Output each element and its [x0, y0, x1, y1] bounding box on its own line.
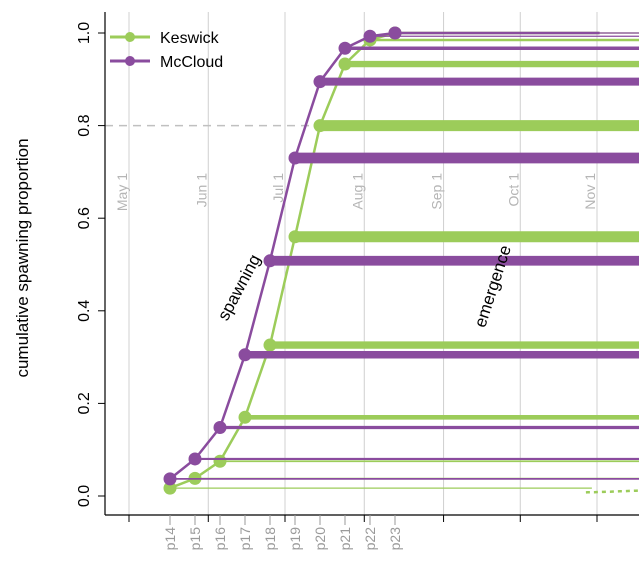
period-label: p14 — [162, 527, 178, 551]
y-tick-label: 0.4 — [76, 300, 93, 322]
month-label: Aug 1 — [349, 173, 365, 210]
y-axis-title: cumulative spawning proportion — [13, 138, 32, 377]
spawning-point — [363, 29, 377, 43]
legend-label: Keswick — [160, 30, 220, 47]
legend-label: McCloud — [160, 54, 223, 71]
spawning-point — [263, 254, 277, 268]
y-tick-label: 0.6 — [76, 207, 93, 229]
month-label: Jul 1 — [270, 173, 286, 203]
spawning-point — [313, 119, 327, 133]
spawning-point — [238, 410, 252, 424]
y-tick-label: 1.0 — [76, 22, 93, 44]
y-tick-label: 0.8 — [76, 114, 93, 136]
legend: Keswick McCloud — [110, 30, 223, 71]
spawning-point — [313, 75, 327, 89]
emergence-curve — [585, 489, 638, 494]
legend-swatch-point — [125, 56, 135, 66]
spawning-point — [163, 472, 177, 486]
month-label: Jun 1 — [193, 173, 209, 207]
period-label: p15 — [187, 527, 203, 551]
spawning-point — [288, 151, 302, 165]
month-label: May 1 — [114, 173, 130, 211]
spawning-point — [213, 454, 227, 468]
spawning-point — [388, 26, 402, 40]
spawning-point — [288, 230, 302, 244]
month-label: Oct 1 — [505, 173, 521, 207]
y-tick-label: 0.2 — [76, 392, 93, 414]
spawning-point — [188, 452, 202, 466]
period-label: p23 — [387, 527, 403, 551]
spawning-point — [338, 41, 352, 55]
spawning-point — [338, 57, 352, 71]
month-labels: May 1 Jun 1 Jul 1 Aug 1 Sep 1 Oct 1 Nov 1 — [114, 173, 598, 211]
axes: cumulative spawning proportion 0.0 0.2 0.4… — [13, 12, 639, 550]
spawning-point — [213, 420, 227, 434]
y-tick-label: 0.0 — [76, 485, 93, 507]
spawning-point — [238, 348, 252, 362]
series-layer — [163, 26, 639, 495]
spawning-point — [163, 481, 177, 495]
period-label: p21 — [337, 527, 353, 551]
period-label: p16 — [212, 527, 228, 551]
period-label: p17 — [237, 527, 253, 551]
month-label: Nov 1 — [582, 173, 598, 210]
period-label: p22 — [362, 527, 378, 551]
spawning-point — [263, 338, 277, 352]
period-label: p20 — [312, 527, 328, 551]
period-label: p18 — [262, 527, 278, 551]
legend-swatch-point — [125, 32, 135, 42]
month-label: Sep 1 — [429, 173, 445, 210]
series-mccloud — [163, 26, 639, 486]
period-label: p19 — [287, 527, 303, 551]
